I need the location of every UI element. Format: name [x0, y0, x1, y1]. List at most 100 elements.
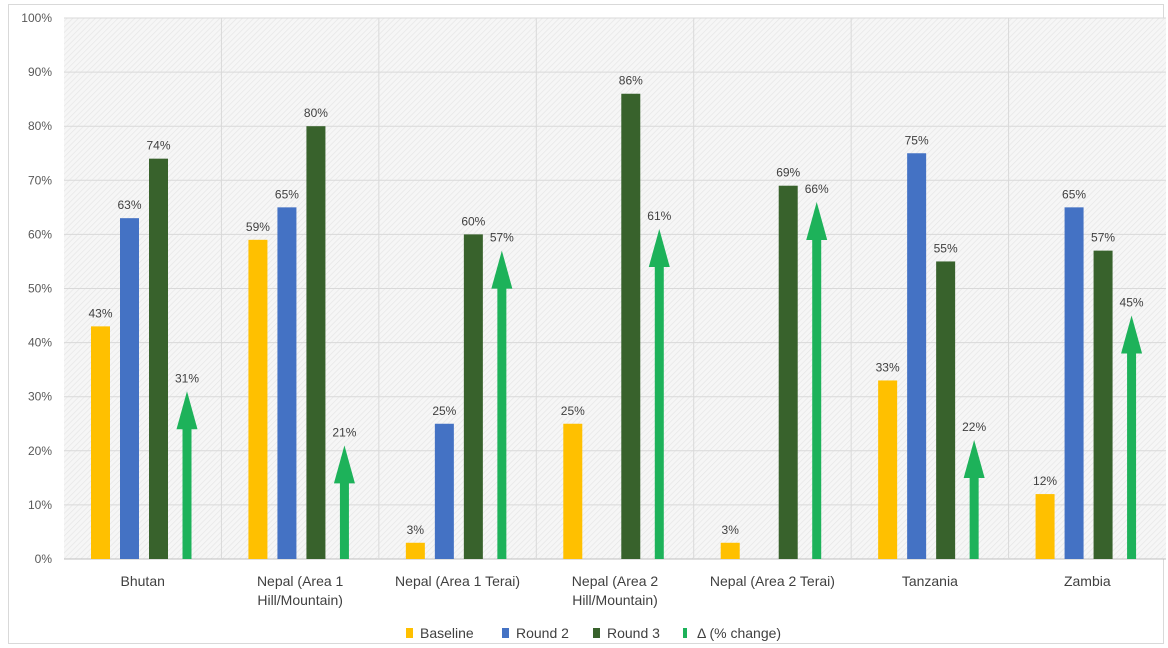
- x-category-label: Nepal (Area 1 Hill/Mountain): [257, 573, 344, 608]
- x-category-label-line: Hill/Mountain): [572, 592, 658, 608]
- bar-round-2: [277, 207, 297, 559]
- data-label: 25%: [561, 404, 585, 418]
- bar-baseline: [1035, 494, 1055, 559]
- data-label: 65%: [275, 187, 299, 201]
- change-arrow-shaft: [182, 428, 192, 559]
- data-label: 80%: [304, 106, 328, 120]
- data-label: 61%: [647, 209, 671, 223]
- legend-label: Baseline: [420, 625, 474, 641]
- change-arrow-head: [963, 439, 985, 478]
- y-tick-label: 100%: [21, 11, 52, 25]
- x-category-label: Zambia: [1064, 573, 1111, 589]
- y-tick-label: 20%: [28, 444, 52, 458]
- data-label: 57%: [1091, 231, 1115, 245]
- legend-label: Round 3: [607, 625, 660, 641]
- x-category-label: Nepal (Area 2 Hill/Mountain): [572, 573, 659, 608]
- bar-baseline: [248, 239, 268, 559]
- data-label: 86%: [619, 74, 643, 88]
- legend-swatch: [593, 628, 600, 638]
- change-arrow-shaft: [969, 476, 979, 559]
- x-category-label-line: Tanzania: [902, 573, 958, 589]
- data-label: 21%: [332, 425, 356, 439]
- y-tick-label: 30%: [28, 390, 52, 404]
- bar-round-2: [1064, 207, 1084, 559]
- data-label: 55%: [934, 241, 958, 255]
- data-label: 43%: [88, 306, 112, 320]
- bar-round-3: [149, 158, 168, 559]
- legend-swatch: [502, 628, 509, 638]
- bar-round-3: [621, 93, 641, 560]
- data-label: 25%: [432, 404, 456, 418]
- bar-round-2: [907, 153, 927, 559]
- change-arrow-shaft: [812, 238, 822, 559]
- x-category-label: Bhutan: [121, 573, 165, 589]
- data-label: 60%: [461, 214, 485, 228]
- data-label: 3%: [407, 523, 425, 537]
- data-label: 22%: [962, 420, 986, 434]
- x-category-label-line: Nepal (Area 2: [572, 573, 659, 589]
- data-label: 12%: [1033, 474, 1057, 488]
- change-arrow-head: [1121, 315, 1143, 354]
- y-tick-label: 60%: [28, 227, 52, 241]
- x-category-label: Tanzania: [902, 573, 958, 589]
- legend-label: Round 2: [516, 625, 569, 641]
- bar-baseline: [91, 326, 110, 559]
- bar-round-3: [306, 126, 326, 559]
- data-label: 75%: [905, 133, 929, 147]
- legend-swatch: [683, 628, 687, 638]
- x-category-label-line: Nepal (Area 1: [257, 573, 344, 589]
- bar-round-3: [463, 234, 483, 559]
- bar-baseline: [878, 380, 898, 559]
- x-category-label-line: Hill/Mountain): [257, 592, 343, 608]
- bar-round-2: [434, 423, 454, 559]
- x-category-label: Nepal (Area 2 Terai): [710, 573, 835, 589]
- y-tick-label: 10%: [28, 498, 52, 512]
- data-label: 69%: [776, 166, 800, 180]
- data-label: 63%: [117, 198, 141, 212]
- y-tick-label: 0%: [35, 552, 53, 566]
- y-tick-label: 40%: [28, 336, 52, 350]
- x-category-label-line: Zambia: [1064, 573, 1111, 589]
- legend-item: Δ (% change): [683, 625, 781, 641]
- y-tick-label: 50%: [28, 282, 52, 296]
- change-arrow-shaft: [497, 287, 507, 559]
- data-label: 59%: [246, 220, 270, 234]
- legend-item: Round 2: [502, 625, 569, 641]
- legend: Baseline Round 2 Round 3 Δ (% change): [406, 625, 781, 641]
- bar-baseline: [720, 542, 740, 559]
- bar-baseline: [563, 423, 583, 559]
- x-category-label-line: Nepal (Area 2 Terai): [710, 573, 835, 589]
- change-arrow-head: [648, 228, 670, 267]
- change-arrow-head: [176, 391, 198, 430]
- data-label: 45%: [1120, 296, 1144, 310]
- data-label: 3%: [722, 523, 740, 537]
- y-tick-label: 90%: [28, 65, 52, 79]
- bar-round-3: [778, 185, 798, 559]
- change-arrow-shaft: [654, 265, 664, 559]
- change-arrow-head: [491, 250, 513, 289]
- data-label: 66%: [805, 182, 829, 196]
- change-arrow-shaft: [339, 482, 349, 559]
- legend-item: Round 3: [593, 625, 660, 641]
- legend-label: Δ (% change): [697, 625, 781, 641]
- change-arrow-shaft: [1127, 352, 1137, 559]
- data-label: 57%: [490, 231, 514, 245]
- bar-round-2: [120, 218, 139, 560]
- change-arrow-head: [806, 201, 828, 240]
- x-category-label-line: Bhutan: [121, 573, 165, 589]
- data-label: 33%: [876, 360, 900, 374]
- bar-baseline: [405, 542, 425, 559]
- bar-round-3: [1093, 250, 1113, 559]
- y-tick-label: 80%: [28, 119, 52, 133]
- x-category-label: Nepal (Area 1 Terai): [395, 573, 520, 589]
- bar-round-3: [936, 261, 956, 559]
- y-tick-label: 70%: [28, 173, 52, 187]
- legend-swatch: [406, 628, 413, 638]
- x-category-label-line: Nepal (Area 1 Terai): [395, 573, 520, 589]
- legend-item: Baseline: [406, 625, 474, 641]
- data-label: 65%: [1062, 187, 1086, 201]
- change-arrow-head: [333, 445, 355, 484]
- data-label: 31%: [175, 371, 199, 385]
